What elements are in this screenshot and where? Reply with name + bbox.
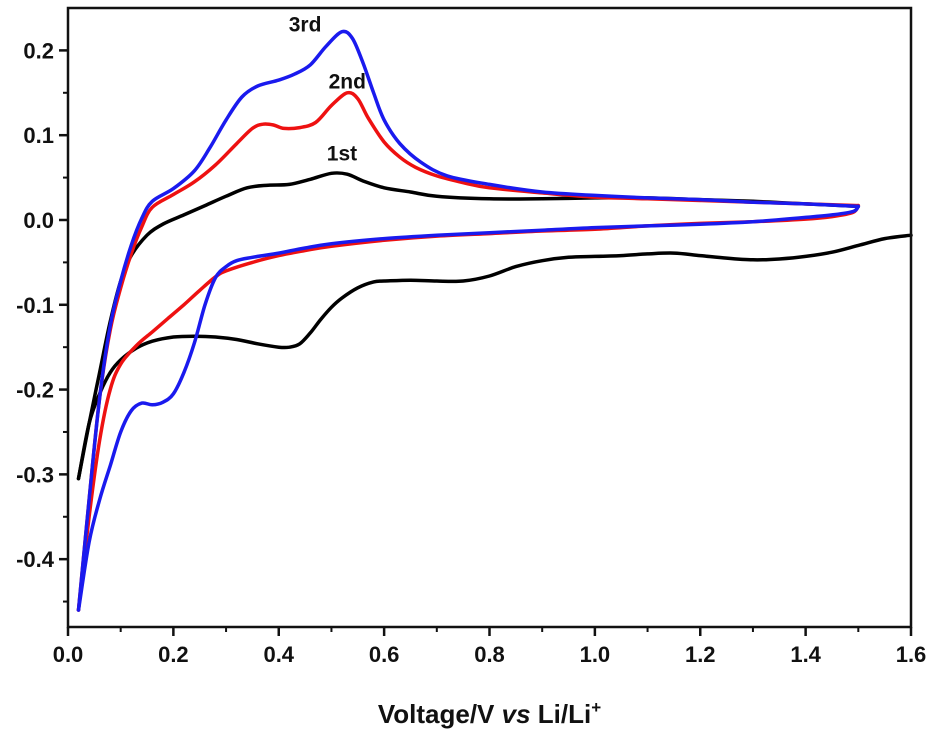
series-1st-anodic-line [76, 171, 861, 481]
x-tick-label: 1.4 [790, 642, 821, 667]
y-tick-label: 0.1 [23, 123, 54, 148]
series-1st-label: 1st [327, 143, 357, 166]
x-tick-label: 0.2 [158, 642, 189, 667]
curve-labels: 1st 2nd 3rd [289, 14, 366, 166]
series-3rd-label: 3rd [289, 14, 322, 37]
series-3rd-anodic-line [76, 29, 861, 612]
x-axis-title-pre: Voltage/V [378, 699, 502, 729]
y-axis: -0.4 -0.3 -0.2 -0.1 0.0 0.1 0.2 [16, 38, 68, 603]
x-tick-label: 0.4 [263, 642, 294, 667]
x-tick-label: 0.0 [53, 642, 84, 667]
series-1st-cathodic-line [76, 233, 913, 481]
y-tick-label: -0.3 [16, 462, 54, 487]
x-axis-title-vs: vs [502, 699, 531, 729]
y-tick-label: 0.0 [23, 208, 54, 233]
x-tick-label: 1.2 [685, 642, 716, 667]
x-axis-title-post: Li/Li [531, 699, 592, 729]
x-tick-label: 1.0 [580, 642, 611, 667]
series-3rd-cathodic-line [76, 204, 861, 612]
series-2nd-cathodic-line [76, 203, 861, 612]
y-tick-label: -0.2 [16, 378, 54, 403]
x-tick-label: 0.6 [369, 642, 400, 667]
x-axis: 0.0 0.2 0.4 0.6 0.8 1.0 1.2 1.4 1.6 [53, 627, 927, 667]
curves-layer [76, 29, 913, 612]
x-axis-title: Voltage/V vs Li/Li+ [378, 698, 601, 729]
x-tick-label: 0.8 [474, 642, 505, 667]
x-tick-label: 1.6 [896, 642, 927, 667]
y-tick-label: -0.4 [16, 547, 55, 572]
x-axis-title-sup: + [591, 698, 601, 717]
y-tick-label: -0.1 [16, 293, 54, 318]
y-tick-label: 0.2 [23, 38, 54, 63]
series-2nd-label: 2nd [329, 71, 366, 94]
plot-frame [66, 6, 913, 629]
